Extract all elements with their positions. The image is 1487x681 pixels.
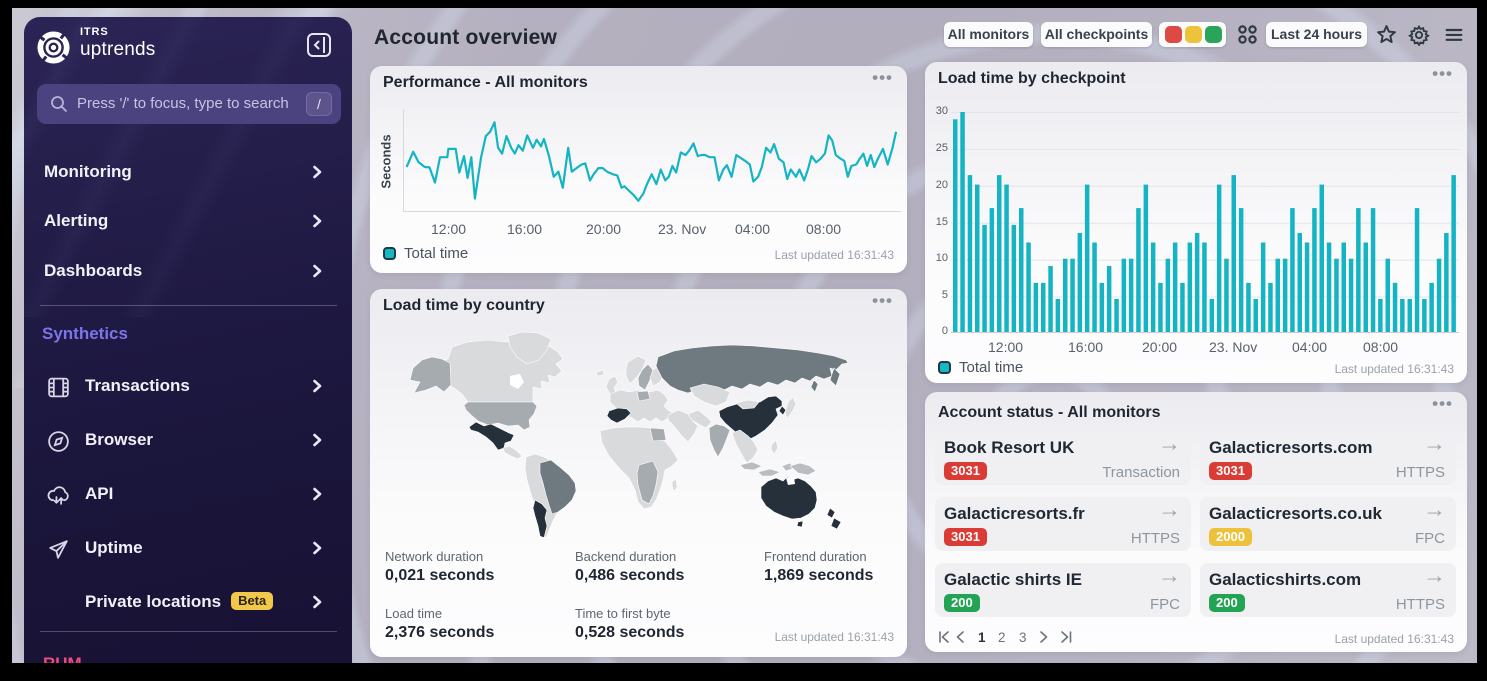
svg-text:2: 2 [998,630,1006,645]
svg-text:1: 1 [978,630,986,645]
svg-text:3: 3 [1019,630,1027,645]
